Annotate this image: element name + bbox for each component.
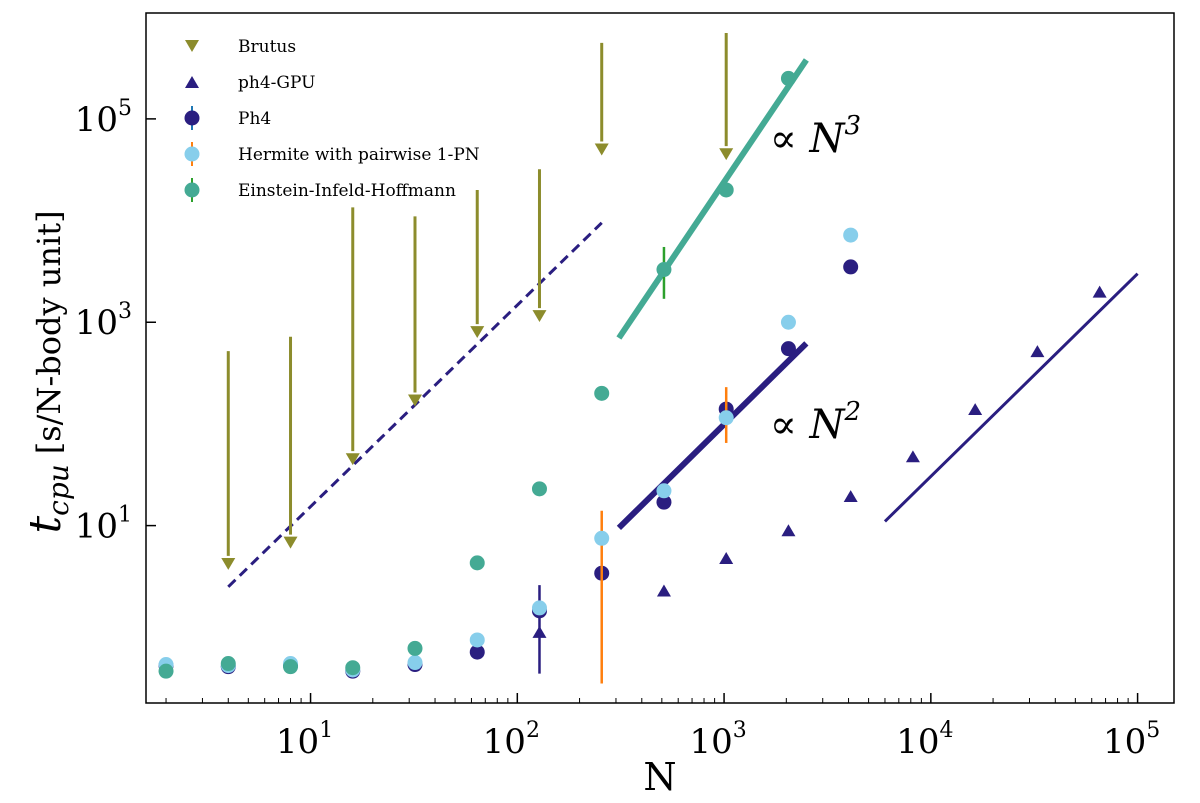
data-series xyxy=(158,32,1107,684)
point-4-6 xyxy=(531,481,547,497)
point-4-10 xyxy=(780,70,796,86)
plot-frame xyxy=(145,12,1175,704)
legend-item-0: Brutus xyxy=(185,37,296,57)
y-axis-subscript: cpu xyxy=(42,464,75,516)
x-axis-title: N xyxy=(643,755,676,799)
legend-label-3: Hermite with pairwise 1-PN xyxy=(238,145,480,165)
series-2 xyxy=(158,259,859,679)
x-tick-label-1: 102 xyxy=(483,718,540,762)
point-2-11 xyxy=(843,259,859,275)
point-3-5 xyxy=(469,632,485,648)
point-2-8 xyxy=(656,494,672,510)
legend-label-1: ph4-GPU xyxy=(238,73,315,93)
series-4 xyxy=(158,70,796,679)
brutus-arrow-head-5 xyxy=(532,310,547,323)
svg-text:tcpu[s/N-body unit]: tcpu [s/N-body unit] xyxy=(20,210,75,533)
legend-label-2: Ph4 xyxy=(238,109,271,129)
point-3-9 xyxy=(718,410,734,426)
y-axis-symbol: t xyxy=(20,516,71,534)
point-4-7 xyxy=(594,385,610,401)
point-1-7 xyxy=(1030,345,1045,358)
point-1-6 xyxy=(968,403,983,416)
x-tick-label-2: 103 xyxy=(689,718,746,762)
series-3 xyxy=(158,227,859,684)
point-3-7 xyxy=(594,530,610,546)
annotation-0: ∝ N3 xyxy=(770,111,861,162)
point-4-1 xyxy=(220,656,236,672)
point-4-3 xyxy=(345,660,361,676)
legend-marker-4 xyxy=(184,182,200,198)
point-2-10 xyxy=(780,341,796,357)
point-3-4 xyxy=(407,655,423,671)
point-3-11 xyxy=(843,227,859,243)
point-2-5 xyxy=(469,644,485,660)
point-3-6 xyxy=(531,600,547,616)
point-4-8 xyxy=(656,262,672,278)
brutus-arrow-head-6 xyxy=(594,143,609,156)
annotation-1: ∝ N2 xyxy=(770,397,861,448)
fit-line-0 xyxy=(616,58,809,340)
series-1 xyxy=(532,285,1107,674)
y-tick-label-0: 101 xyxy=(75,503,132,547)
point-4-4 xyxy=(407,640,423,656)
point-3-8 xyxy=(656,483,672,499)
x-tick-label-4: 105 xyxy=(1103,718,1160,762)
brutus-arrow-head-3 xyxy=(407,394,422,407)
point-1-1 xyxy=(656,584,671,597)
brutus-arrow-head-1 xyxy=(283,536,298,549)
legend-item-4: Einstein-Infeld-Hoffmann xyxy=(184,178,456,202)
point-1-4 xyxy=(843,490,858,503)
point-3-10 xyxy=(780,314,796,330)
fit-line-1 xyxy=(616,341,809,531)
legend-marker-1 xyxy=(185,76,199,88)
axis-ticks: 101 102 103 104 105 101 103 105 xyxy=(75,96,1160,762)
legend-label-0: Brutus xyxy=(238,37,296,57)
point-1-8 xyxy=(1092,285,1107,298)
y-axis-unit: [s/N-body unit] xyxy=(30,210,68,454)
brutus-arrow-head-4 xyxy=(470,326,485,339)
legend-item-3: Hermite with pairwise 1-PN xyxy=(184,142,480,166)
fit-lines xyxy=(227,58,1139,588)
legend-marker-0 xyxy=(185,40,199,52)
point-4-0 xyxy=(158,663,174,679)
annotations: ∝ N3 ∝ N2 xyxy=(770,111,861,448)
brutus-arrow-head-7 xyxy=(719,148,734,161)
legend-item-1: ph4-GPU xyxy=(185,73,315,93)
point-4-9 xyxy=(718,182,734,198)
legend: Brutus ph4-GPU Ph4 Hermite with pairwise 1-… xyxy=(184,37,480,202)
point-1-5 xyxy=(905,450,920,463)
legend-label-4: Einstein-Infeld-Hoffmann xyxy=(238,181,456,201)
point-1-3 xyxy=(781,524,796,537)
fit-line-2 xyxy=(883,272,1139,523)
legend-marker-3 xyxy=(184,146,200,162)
y-tick-label-1: 103 xyxy=(75,299,132,343)
point-1-0 xyxy=(532,625,547,638)
x-tick-label-3: 104 xyxy=(896,718,953,762)
brutus-arrow-head-2 xyxy=(345,453,360,466)
legend-marker-2 xyxy=(184,110,200,126)
brutus-arrow-head-0 xyxy=(221,557,236,570)
x-tick-label-0: 101 xyxy=(276,718,333,762)
point-1-2 xyxy=(719,552,734,564)
y-axis-title: tcpu [s/N-body unit] xyxy=(20,210,75,533)
point-4-2 xyxy=(283,659,299,675)
point-4-5 xyxy=(469,555,485,571)
y-tick-label-2: 105 xyxy=(75,96,132,140)
legend-item-2: Ph4 xyxy=(184,106,271,130)
series-0 xyxy=(221,32,734,570)
